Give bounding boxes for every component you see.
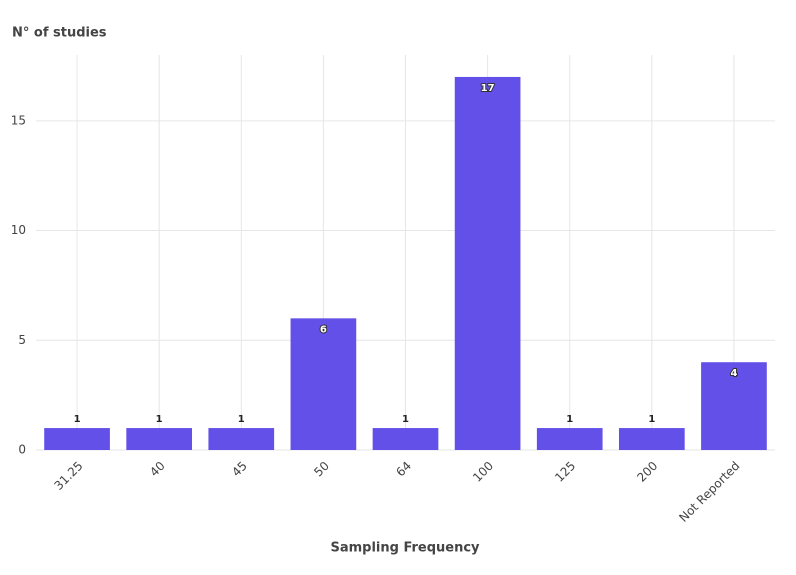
- value-label: 1: [648, 414, 655, 425]
- bar: [126, 428, 193, 450]
- value-label: 1: [402, 414, 409, 425]
- bar: [454, 76, 521, 450]
- x-tick-label: 40: [147, 459, 168, 480]
- bar: [701, 362, 767, 450]
- x-tick-label: Not Reported: [676, 459, 742, 525]
- y-axis-title: N° of studies: [12, 26, 107, 41]
- y-tick-label: 15: [11, 113, 26, 127]
- y-tick-label: 10: [11, 223, 26, 237]
- x-tick-label: 50: [311, 459, 332, 480]
- x-tick-label: 100: [470, 459, 496, 485]
- bar: [208, 428, 275, 450]
- x-axis-title: Sampling Frequency: [330, 541, 480, 556]
- x-tick-label: 64: [393, 459, 414, 480]
- value-label: 1: [156, 414, 163, 425]
- x-tick-label: 200: [634, 459, 660, 485]
- y-tick-label: 0: [18, 443, 26, 457]
- value-label: 6: [320, 324, 327, 335]
- x-tick-label: 31.25: [51, 459, 85, 493]
- x-tick-label: 45: [229, 459, 250, 480]
- x-tick-label: 125: [552, 459, 578, 485]
- value-label: 1: [74, 414, 81, 425]
- bar: [290, 318, 357, 450]
- bar: [44, 428, 110, 450]
- value-label: 4: [730, 368, 737, 379]
- y-tick-label: 5: [18, 333, 26, 347]
- value-label: 1: [566, 414, 573, 425]
- value-label: 17: [481, 83, 495, 94]
- bar: [536, 428, 603, 450]
- bar: [372, 428, 439, 450]
- bar: [618, 428, 685, 450]
- value-label: 1: [238, 414, 245, 425]
